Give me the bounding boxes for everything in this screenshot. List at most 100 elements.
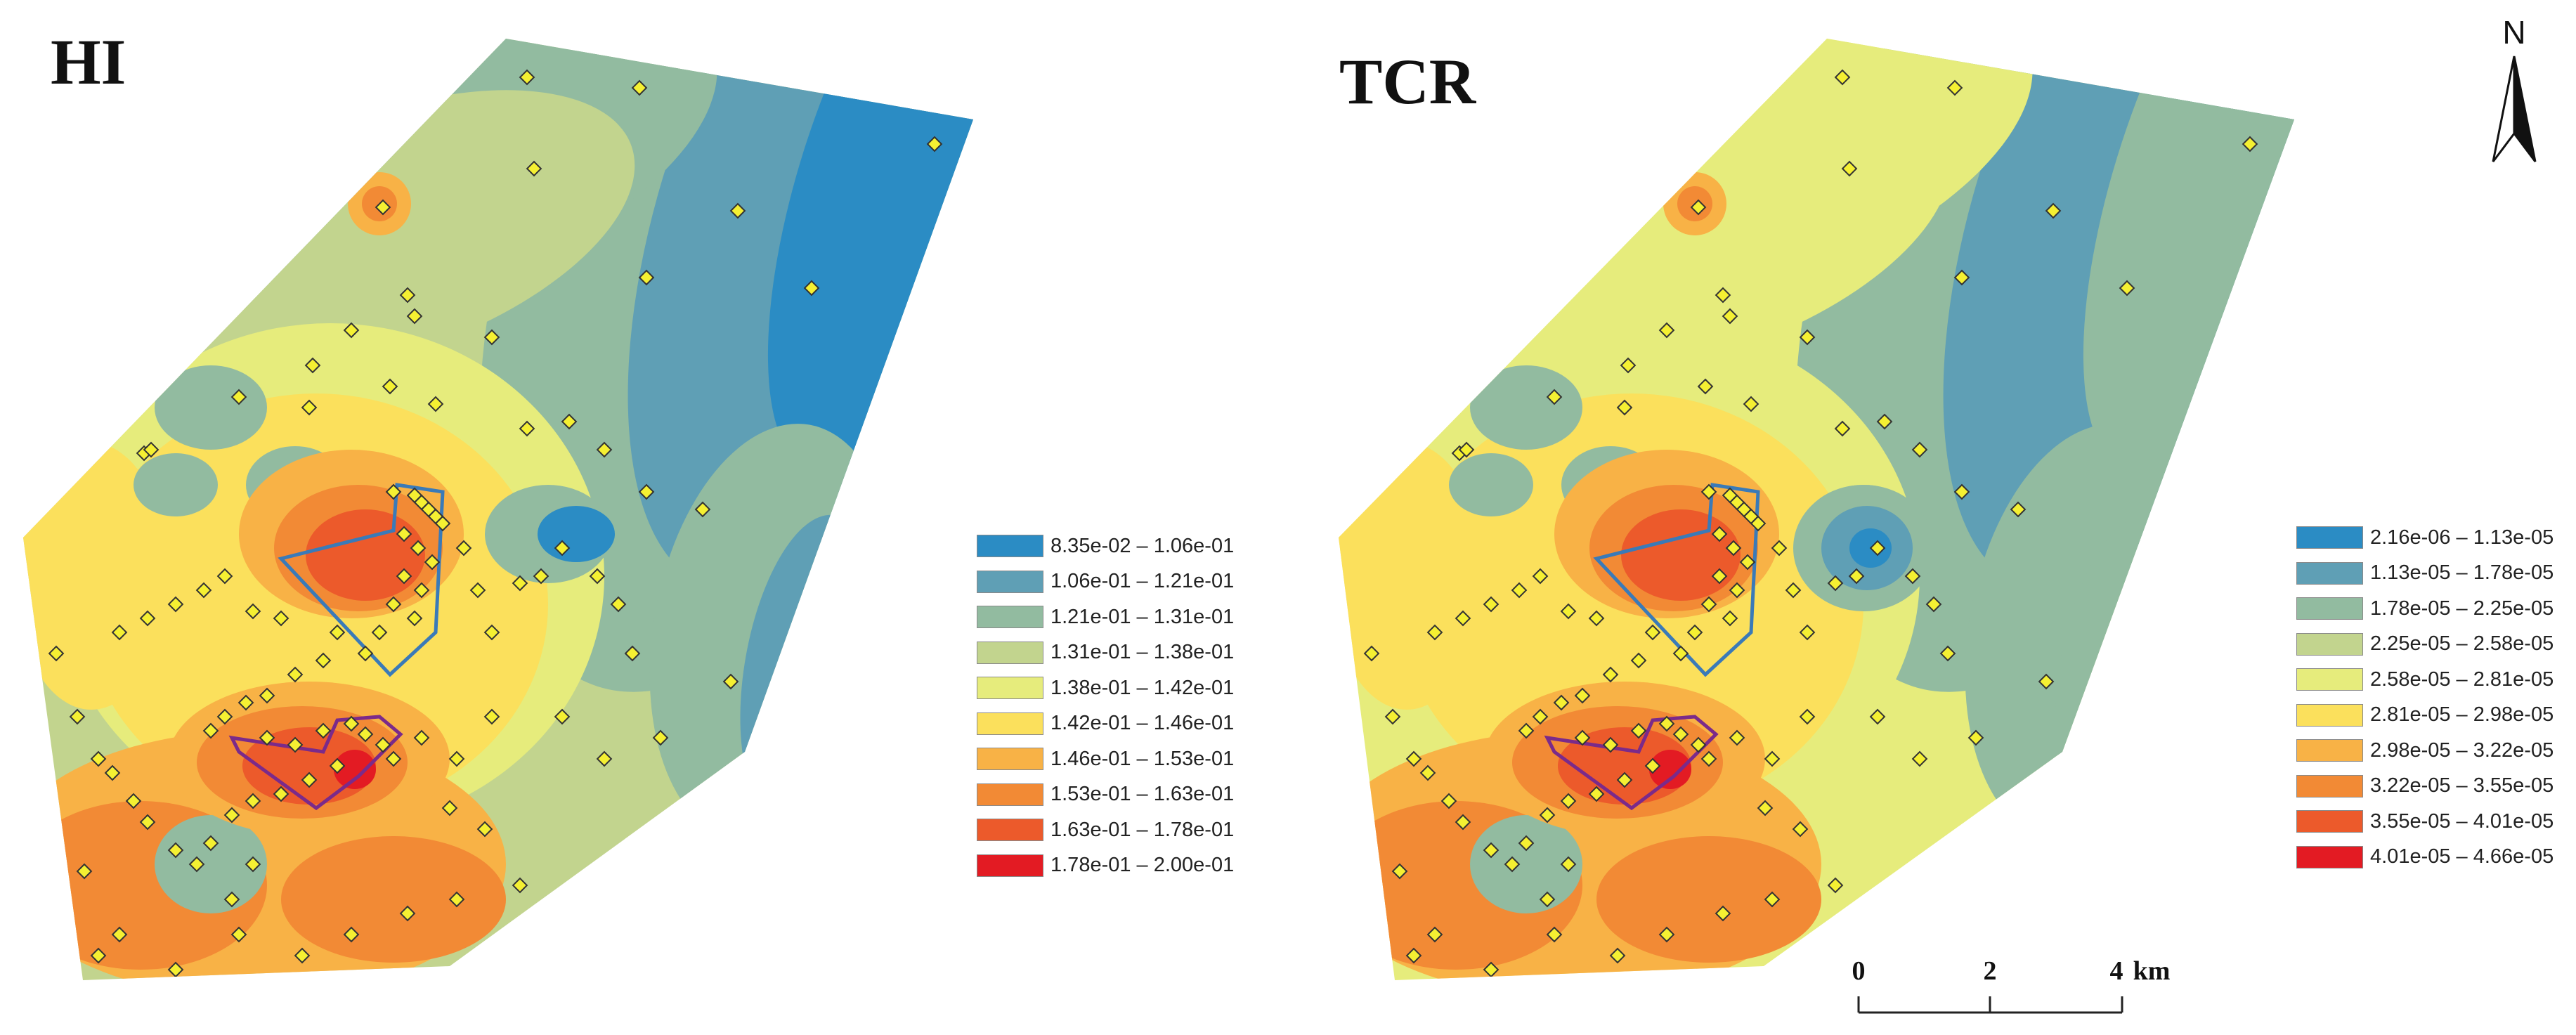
sample-point-marker [385,483,402,500]
legend-label: 1.46e-01 – 1.53e-01 [1050,747,1235,770]
sample-point-marker [406,610,423,627]
legend-swatch [977,819,1043,842]
sample-point-marker [216,708,233,725]
sample-point-marker [694,501,711,518]
sample-point-marker [1953,269,1970,286]
legend-label: 2.25e-05 – 2.58e-05 [2370,632,2554,656]
sample-point-marker [483,624,500,641]
sample-point-marker [371,624,388,641]
legend-swatch [977,570,1043,593]
legend-swatch [2296,668,2363,691]
sample-point-marker [245,793,261,809]
sample-point-marker [1455,610,1471,627]
sample-point-marker [139,814,156,831]
hi-surface-map[interactable] [0,0,1113,1035]
sample-point-marker [1904,568,1921,585]
sample-point-marker [1911,441,1928,458]
legend-item: 1.63e-01 – 1.78e-01 [977,812,1279,848]
sample-point-marker [167,961,184,978]
sample-point-marker [223,807,240,824]
sample-point-marker [1697,378,1714,395]
sample-point-marker [2080,736,2097,753]
sample-point-marker [427,396,444,412]
sample-point-marker [357,726,374,743]
sample-point-marker [195,582,212,599]
sample-point-marker [1405,947,1422,964]
sample-point-marker [1925,596,1942,613]
sample-point-marker [1620,357,1637,374]
sample-point-marker [652,729,669,746]
sample-point-marker [1700,596,1717,613]
contour-band [155,815,267,913]
sample-point-marker [216,568,233,585]
sample-point-marker [273,786,290,802]
legend-item: 1.13e-05 – 1.78e-05 [2296,556,2576,592]
tcr-legend: 2.16e-06 – 1.13e-05 1.13e-05 – 1.78e-05 … [2296,520,2576,875]
legend-swatch [977,712,1043,735]
sample-point-marker [1630,722,1647,739]
north-arrow-icon: N [2492,14,2537,162]
legend-item: 1.78e-05 – 2.25e-05 [2296,591,2576,627]
legend-label: 1.78e-05 – 2.25e-05 [2370,597,2554,620]
sample-point-marker [1532,568,1549,585]
sample-point-marker [223,891,240,908]
sample-point-marker [2038,673,2055,690]
sample-point-marker [125,793,142,809]
legend-item: 1.46e-01 – 1.53e-01 [977,741,1279,777]
legend-item: 1.38e-01 – 1.42e-01 [977,670,1279,706]
sample-point-marker [455,540,472,556]
sample-point-marker [1799,708,1816,725]
legend-label: 1.06e-01 – 1.21e-01 [1050,570,1235,593]
sample-point-marker [357,645,374,662]
sample-point-marker [111,624,128,641]
sample-point-marker [1553,694,1570,711]
sample-point-marker [375,736,391,753]
sample-point-marker [1799,624,1816,641]
legend-label: 3.55e-05 – 4.01e-05 [2370,809,2554,833]
sample-point-marker [638,483,655,500]
sample-point-marker [1644,624,1661,641]
legend-item: 1.42e-01 – 1.46e-01 [977,706,1279,742]
scale-tick-4: 4 [2110,956,2123,986]
sample-point-marker [483,708,500,725]
sample-point-marker [1560,793,1577,809]
sample-point-marker [1609,947,1626,964]
sample-point-marker [1630,652,1647,669]
zone-outline-lower [228,715,403,811]
sample-point-marker [1532,708,1549,725]
sample-point-marker [441,800,458,816]
hi-map-title: HI [51,26,126,98]
sample-point-marker [1672,726,1689,743]
legend-swatch [2296,597,2363,620]
sample-point-marker [396,526,412,542]
legend-label: 4.01e-05 – 4.66e-05 [2370,845,2554,868]
sample-point-marker [1834,69,1851,86]
sample-point-marker [638,269,655,286]
legend-item: 3.22e-05 – 3.55e-05 [2296,769,2576,805]
sample-point-marker [413,582,430,599]
legend-item: 2.58e-05 – 2.81e-05 [2296,662,2576,698]
tcr-surface-map[interactable] [1315,0,2428,1035]
sample-point-marker [1834,420,1851,437]
legend-item: 3.55e-05 – 4.01e-05 [2296,804,2576,840]
sample-point-marker [1455,814,1471,831]
sample-point-marker [512,877,528,894]
sample-point-marker [1764,750,1781,767]
sample-point-marker [1483,961,1500,978]
sample-point-marker [143,441,160,458]
sample-point-marker [1672,645,1689,662]
sample-point-marker [1869,540,1886,556]
north-label: N [2502,14,2525,51]
sample-point-marker [722,673,739,690]
sample-point-marker [104,764,121,781]
sample-point-marker [1725,540,1742,556]
sample-point-marker [1616,399,1633,416]
sample-point-marker [1419,764,1436,781]
sample-point-marker [729,202,746,219]
sample-point-marker [1841,160,1858,177]
legend-label: 1.13e-05 – 1.78e-05 [2370,561,2554,585]
sample-point-marker [1876,413,1893,430]
sample-point-marker [1539,807,1556,824]
sample-point-marker [2119,280,2135,297]
legend-label: 1.53e-01 – 1.63e-01 [1050,783,1235,806]
